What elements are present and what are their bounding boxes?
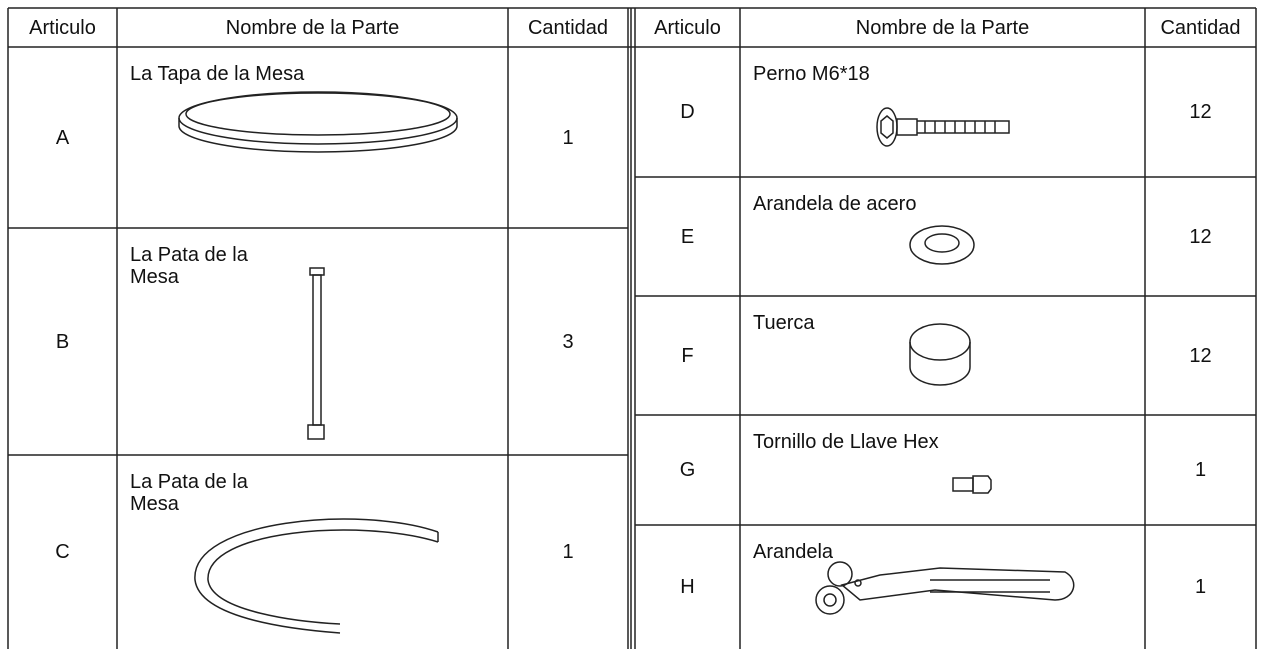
quantity: 1 <box>1194 459 1207 481</box>
quantity: 1 <box>1194 576 1207 598</box>
column-header: Articulo <box>29 16 96 39</box>
wrench-icon <box>815 561 1075 615</box>
column-header: Cantidad <box>527 16 609 39</box>
item-letter: B <box>55 330 70 353</box>
item-letter: H <box>680 576 695 598</box>
part-name: La Tapa de la Mesa <box>130 63 305 85</box>
part-name: Perno M6*18 <box>753 63 870 85</box>
part-name: Tuerca <box>753 312 815 334</box>
leg-icon <box>307 267 325 440</box>
washer-icon <box>909 225 975 265</box>
item-letter: G <box>679 459 696 481</box>
column-header: Cantidad <box>1160 16 1241 39</box>
hex-key-icon <box>952 475 992 494</box>
column-header: Nombre de la Parte <box>225 16 400 39</box>
quantity: 1 <box>562 541 574 563</box>
item-letter: E <box>680 225 695 248</box>
column-header: Nombre de la Parte <box>855 16 1030 39</box>
quantity: 3 <box>562 330 574 353</box>
quantity: 12 <box>1189 344 1212 367</box>
part-name: Arandela <box>753 541 834 563</box>
item-letter: A <box>55 126 70 149</box>
item-letter: D <box>680 101 695 123</box>
column-header: Articulo <box>654 16 721 39</box>
part-name: La Pata de la Mesa <box>130 244 248 288</box>
ring-icon <box>194 518 439 634</box>
quantity: 12 <box>1189 225 1212 248</box>
item-letter: F <box>681 344 694 367</box>
quantity: 1 <box>562 126 574 149</box>
quantity: 12 <box>1189 101 1212 123</box>
part-name: Arandela de acero <box>753 193 917 215</box>
table-top-icon <box>178 91 458 153</box>
part-name: Tornillo de Llave Hex <box>753 431 939 453</box>
nut-icon <box>909 323 971 386</box>
part-name: La Pata de la Mesa <box>130 471 248 515</box>
item-letter: C <box>55 541 70 563</box>
bolt-icon <box>876 107 1010 147</box>
